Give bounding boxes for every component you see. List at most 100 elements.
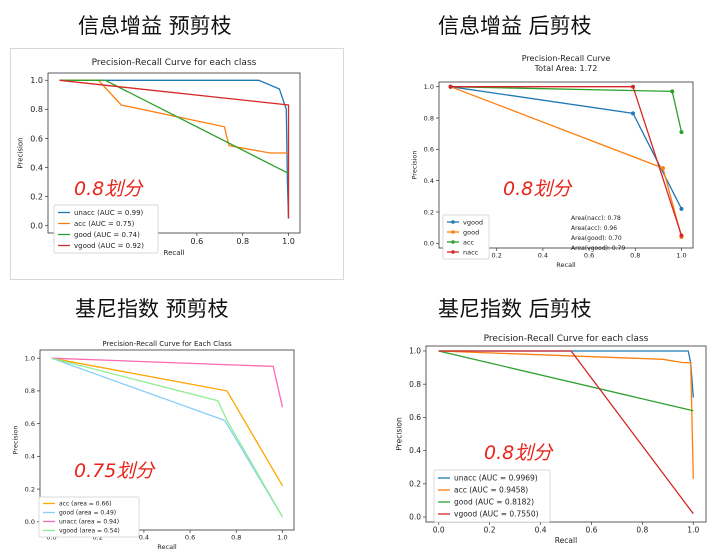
legend-marker xyxy=(451,230,455,234)
pr-chart-figure: Precision-Recall Curve Total Area: 1.72 0.… xyxy=(403,52,715,274)
pr-chart: Precision-Recall Curve for each class 0.0… xyxy=(396,334,707,545)
pr-chart-figure: Precision-Recall Curve for each class 0.0… xyxy=(396,330,714,554)
area-note: Area(good): 0.70 xyxy=(571,235,622,242)
chart-title: Precision-Recall Curve for each class xyxy=(484,334,649,344)
area-note: Area(nacc): 0.78 xyxy=(571,215,621,222)
split-ratio-label: 0.8划分 xyxy=(503,178,573,200)
y-tick-label: 0.8 xyxy=(409,380,421,389)
x-tick-label: 1.0 xyxy=(676,252,686,260)
x-tick-label: 0.4 xyxy=(535,526,547,535)
x-tick-label: 1.0 xyxy=(282,237,295,246)
y-tick-label: 0.6 xyxy=(409,413,421,422)
y-axis-label: Precision xyxy=(396,417,404,451)
data-point xyxy=(630,111,635,116)
series-line xyxy=(450,86,683,133)
chart-subtitle: Total Area: 1.72 xyxy=(534,64,598,73)
series-line xyxy=(450,86,683,236)
series-line xyxy=(450,86,683,238)
legend-label: unacc (AUC = 0.9969) xyxy=(454,474,538,483)
y-tick-label: 1.0 xyxy=(424,83,434,91)
legend-label: unacc (area = 0.94) xyxy=(59,519,119,526)
pr-chart-figure: Precision-Recall Curve for Each Class 0.0… xyxy=(12,338,305,552)
y-tick-label: 1.0 xyxy=(30,76,43,85)
x-tick-label: 0.8 xyxy=(231,534,241,542)
series-line xyxy=(51,357,284,518)
chart-title: Precision-Recall Curve for each class xyxy=(92,58,257,68)
legend-label: vgood (AUC = 0.92) xyxy=(74,242,144,250)
legend-marker xyxy=(451,220,455,224)
legend-label: good (AUC = 0.8182) xyxy=(454,498,534,507)
y-tick-label: 0.8 xyxy=(30,105,43,114)
data-point xyxy=(630,84,635,89)
legend-label: vgood (area = 0.54) xyxy=(59,528,120,535)
y-tick-label: 0.2 xyxy=(424,208,434,216)
y-tick-label: 0.4 xyxy=(25,453,35,461)
x-tick-label: 0.8 xyxy=(630,252,640,260)
legend-label: nacc xyxy=(463,248,479,256)
data-point xyxy=(670,89,675,94)
series-line xyxy=(438,350,694,412)
legend-box xyxy=(433,469,551,523)
area-note: Area(acc): 0.96 xyxy=(571,225,617,232)
y-tick-label: 1.0 xyxy=(25,354,35,362)
legend-label: acc (area = 0.66) xyxy=(59,501,111,508)
chart-title: Precision-Recall Curve for Each Class xyxy=(102,340,232,348)
x-tick-label: 0.6 xyxy=(585,526,597,535)
x-tick-label: 0.8 xyxy=(236,237,249,246)
y-axis-label: Precision xyxy=(411,150,419,179)
legend-label: good xyxy=(463,228,479,236)
y-axis-label: Precision xyxy=(12,425,20,454)
series-line xyxy=(51,357,284,518)
x-axis-label: Recall xyxy=(164,249,185,257)
data-point xyxy=(448,84,453,89)
legend-label: acc (AUC = 0.75) xyxy=(74,220,135,228)
y-tick-label: 0.4 xyxy=(30,163,43,172)
split-ratio-label: 0.8划分 xyxy=(484,442,554,464)
x-tick-label: 0.0 xyxy=(433,526,445,535)
y-tick-label: 0.8 xyxy=(424,114,434,122)
series-line xyxy=(438,350,694,515)
x-tick-label: 0.4 xyxy=(538,252,548,260)
legend-label: good (AUC = 0.74) xyxy=(74,231,140,239)
x-tick-label: 0.0 xyxy=(46,534,56,542)
series-line xyxy=(59,79,289,154)
panel-heading: 基尼指数 预剪枝 xyxy=(75,297,229,321)
y-axis-label: Precision xyxy=(16,137,24,168)
series-line xyxy=(59,79,290,219)
pr-chart: Precision-Recall Curve for Each Class 0.0… xyxy=(12,340,295,551)
y-tick-label: 1.0 xyxy=(409,347,421,356)
legend-marker xyxy=(451,250,455,254)
legend-label: acc xyxy=(463,238,475,246)
series-line xyxy=(51,357,284,487)
legend-box xyxy=(442,214,490,260)
panel-heading: 基尼指数 后剪枝 xyxy=(438,297,592,321)
split-ratio-label: 0.75划分 xyxy=(74,460,156,482)
y-tick-label: 0.6 xyxy=(30,134,43,143)
x-tick-label: 0.2 xyxy=(484,526,496,535)
x-tick-label: 0.4 xyxy=(139,534,149,542)
x-axis-label: Recall xyxy=(157,543,177,551)
series-line xyxy=(438,350,694,479)
series-line xyxy=(59,79,289,174)
legend-label: good (area = 0.49) xyxy=(59,510,116,517)
y-tick-label: 0.4 xyxy=(424,177,434,185)
panel-heading: 信息增益 预剪枝 xyxy=(78,14,232,38)
legend-box xyxy=(53,204,159,254)
plot-area xyxy=(438,81,694,249)
x-tick-label: 0.2 xyxy=(492,252,502,260)
series-line xyxy=(51,357,284,408)
split-ratio-label: 0.8划分 xyxy=(74,178,144,200)
legend-marker xyxy=(451,240,455,244)
legend-label: acc (AUC = 0.9458) xyxy=(454,486,528,495)
y-tick-label: 0.6 xyxy=(25,420,35,428)
panel-heading: 信息增益 后剪枝 xyxy=(438,14,592,38)
y-tick-label: 0.0 xyxy=(25,518,35,526)
x-tick-label: 0.2 xyxy=(93,534,103,542)
legend-box xyxy=(38,496,140,538)
plot-area xyxy=(39,349,295,531)
plot-area xyxy=(425,345,707,523)
figure-border xyxy=(10,48,344,280)
x-tick-label: 0.6 xyxy=(185,534,195,542)
legend-label: vgood (AUC = 0.7550) xyxy=(454,510,539,519)
